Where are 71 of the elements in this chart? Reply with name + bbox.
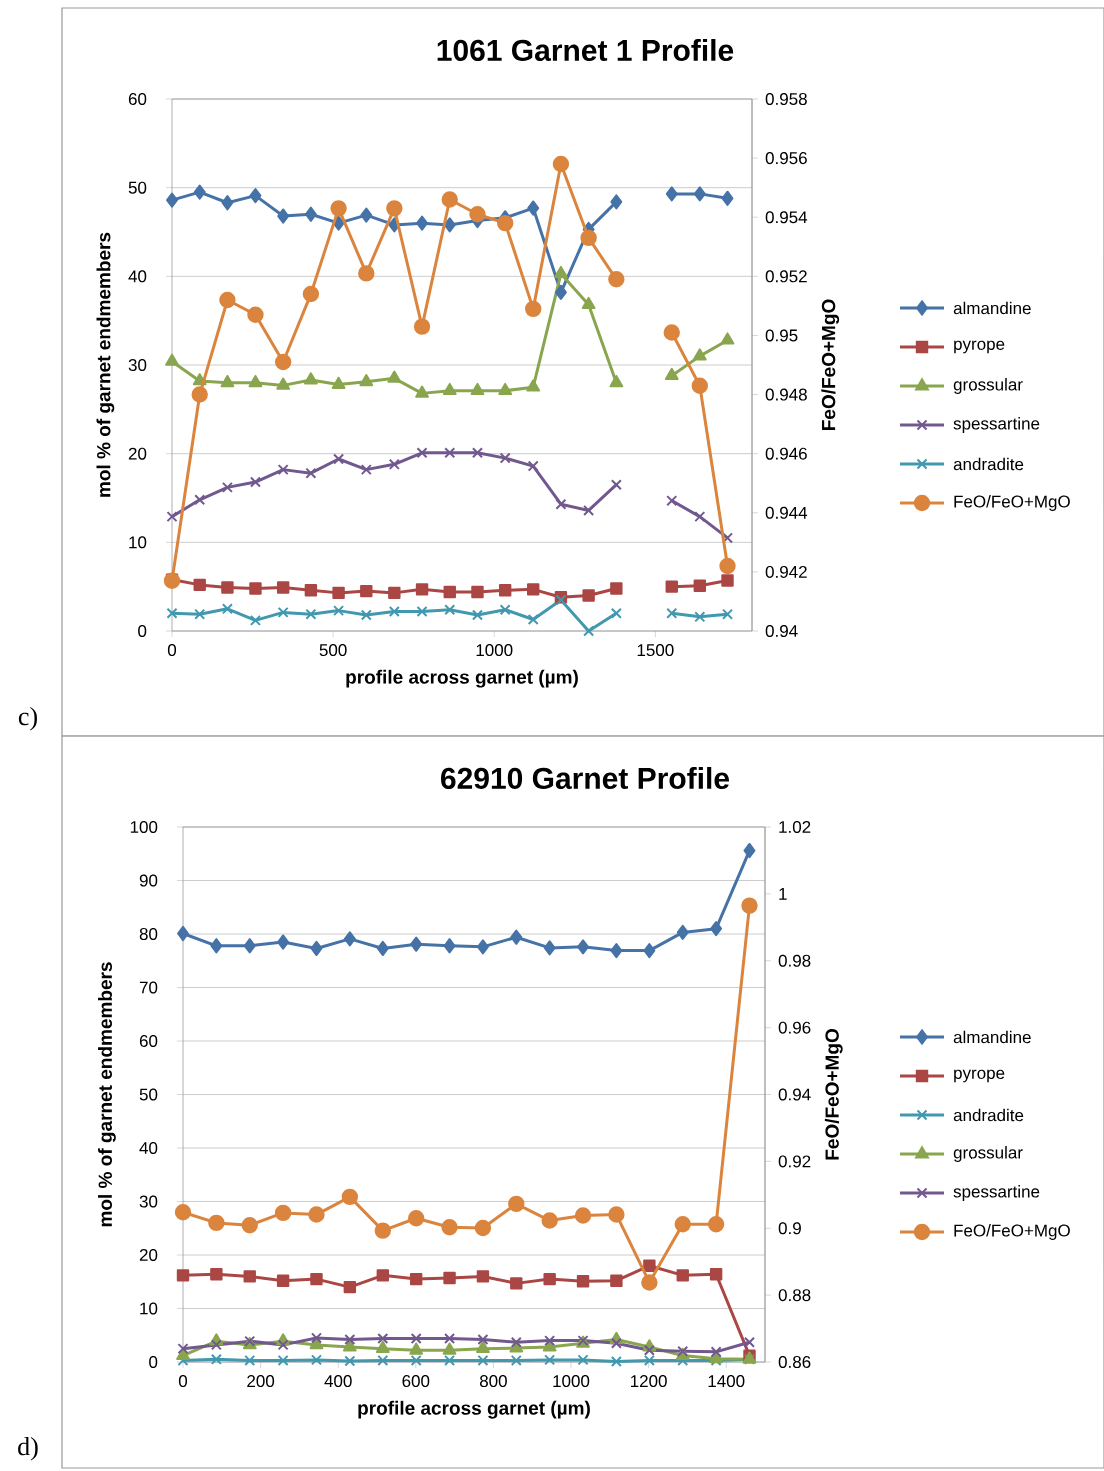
chart-title: 62910 Garnet Profile — [441, 766, 730, 790]
y2-tick-label: 0.952 — [765, 270, 807, 283]
x-tick-label: 1000 — [553, 1375, 590, 1388]
x-tick-label: 1000 — [476, 644, 513, 657]
y-tick-label: 30 — [139, 1195, 158, 1208]
y-tick-label: 20 — [128, 447, 147, 460]
y2-tick-label: 1.02 — [779, 821, 811, 834]
y-tick-label: 30 — [128, 359, 147, 372]
y-tick-label: 10 — [140, 1302, 158, 1315]
x-tick-label: 1500 — [637, 644, 674, 657]
y2-tick-label: 0.94 — [778, 1088, 811, 1101]
legend-label: andradite — [953, 1108, 1024, 1122]
legend-label: FeO/FeO+MgO — [954, 1224, 1070, 1240]
legend-label: almandine — [953, 301, 1031, 315]
y-tick-label: 10 — [129, 536, 147, 549]
y-tick-label: 90 — [139, 874, 158, 887]
y2-tick-label: 0.94 — [765, 625, 798, 638]
y2-tick-label: 0.948 — [765, 388, 807, 401]
x-tick-label: 0 — [167, 644, 177, 657]
y-tick-label: 0 — [138, 625, 147, 638]
y2-tick-label: 0.88 — [778, 1289, 811, 1302]
y-tick-label: 40 — [139, 1142, 158, 1155]
y2-tick-label: 1 — [779, 888, 787, 900]
x-axis-title: profile across garnet (µm) — [346, 669, 578, 688]
y-tick-label: 50 — [128, 181, 147, 194]
chart-title: 1061 Garnet 1 Profile — [437, 38, 734, 62]
y-axis-title: mol % of garnet endmembers — [98, 962, 116, 1227]
legend-label: pyrope — [954, 1069, 1005, 1083]
legend-label: almandine — [953, 1030, 1031, 1044]
x-tick-label: 1200 — [630, 1375, 667, 1388]
y-tick-label: 60 — [139, 1035, 158, 1048]
x-tick-label: 800 — [479, 1375, 507, 1388]
y2-tick-label: 0.956 — [765, 152, 807, 165]
y2-tick-label: 0.96 — [778, 1021, 811, 1034]
y2-tick-label: 0.95 — [765, 329, 798, 342]
legend-label: spessartine — [953, 1185, 1040, 1201]
legend-label: grossular — [953, 378, 1023, 394]
y2-tick-label: 0.944 — [765, 506, 808, 519]
y-tick-label: 60 — [128, 93, 147, 106]
y2-tick-label: 0.958 — [765, 93, 807, 106]
x-tick-label: 400 — [324, 1375, 352, 1388]
x-tick-label: 600 — [402, 1375, 430, 1388]
y2-tick-label: 0.954 — [765, 211, 808, 224]
y-tick-label: 20 — [139, 1249, 158, 1262]
y2-tick-label: 0.9 — [778, 1222, 801, 1235]
legend-label: spessartine — [953, 417, 1040, 433]
y2-tick-label: 0.98 — [778, 954, 811, 967]
y2-tick-label: 0.86 — [778, 1356, 811, 1369]
y2-tick-label: 0.92 — [778, 1155, 811, 1168]
y-axis-title: mol % of garnet endmembers — [96, 232, 115, 497]
text: c) — [18, 706, 37, 731]
text: d) — [18, 1436, 38, 1461]
x-tick-label: 0 — [178, 1375, 188, 1388]
legend-label: FeO/FeO+MgO — [954, 495, 1070, 511]
y2-axis-title: FeO/FeO+MgO — [821, 299, 840, 430]
x-tick-label: 1400 — [708, 1375, 745, 1388]
x-tick-label: 500 — [319, 644, 347, 657]
y-tick-label: 100 — [130, 821, 158, 834]
legend-label: grossular — [953, 1146, 1023, 1162]
y2-tick-label: 0.942 — [765, 565, 807, 578]
y-tick-label: 80 — [139, 928, 158, 941]
legend-label: andradite — [953, 457, 1024, 471]
legend-label: pyrope — [954, 340, 1005, 354]
y2-axis-title: FeO/FeO+MgO — [824, 1029, 843, 1160]
y-tick-label: 70 — [139, 981, 158, 994]
y-tick-label: 50 — [139, 1088, 158, 1101]
x-axis-title: profile across garnet (µm) — [358, 1400, 590, 1419]
y-tick-label: 40 — [128, 270, 147, 283]
y2-tick-label: 0.946 — [765, 447, 807, 460]
y-tick-label: 0 — [149, 1356, 158, 1369]
x-tick-label: 200 — [247, 1375, 275, 1388]
